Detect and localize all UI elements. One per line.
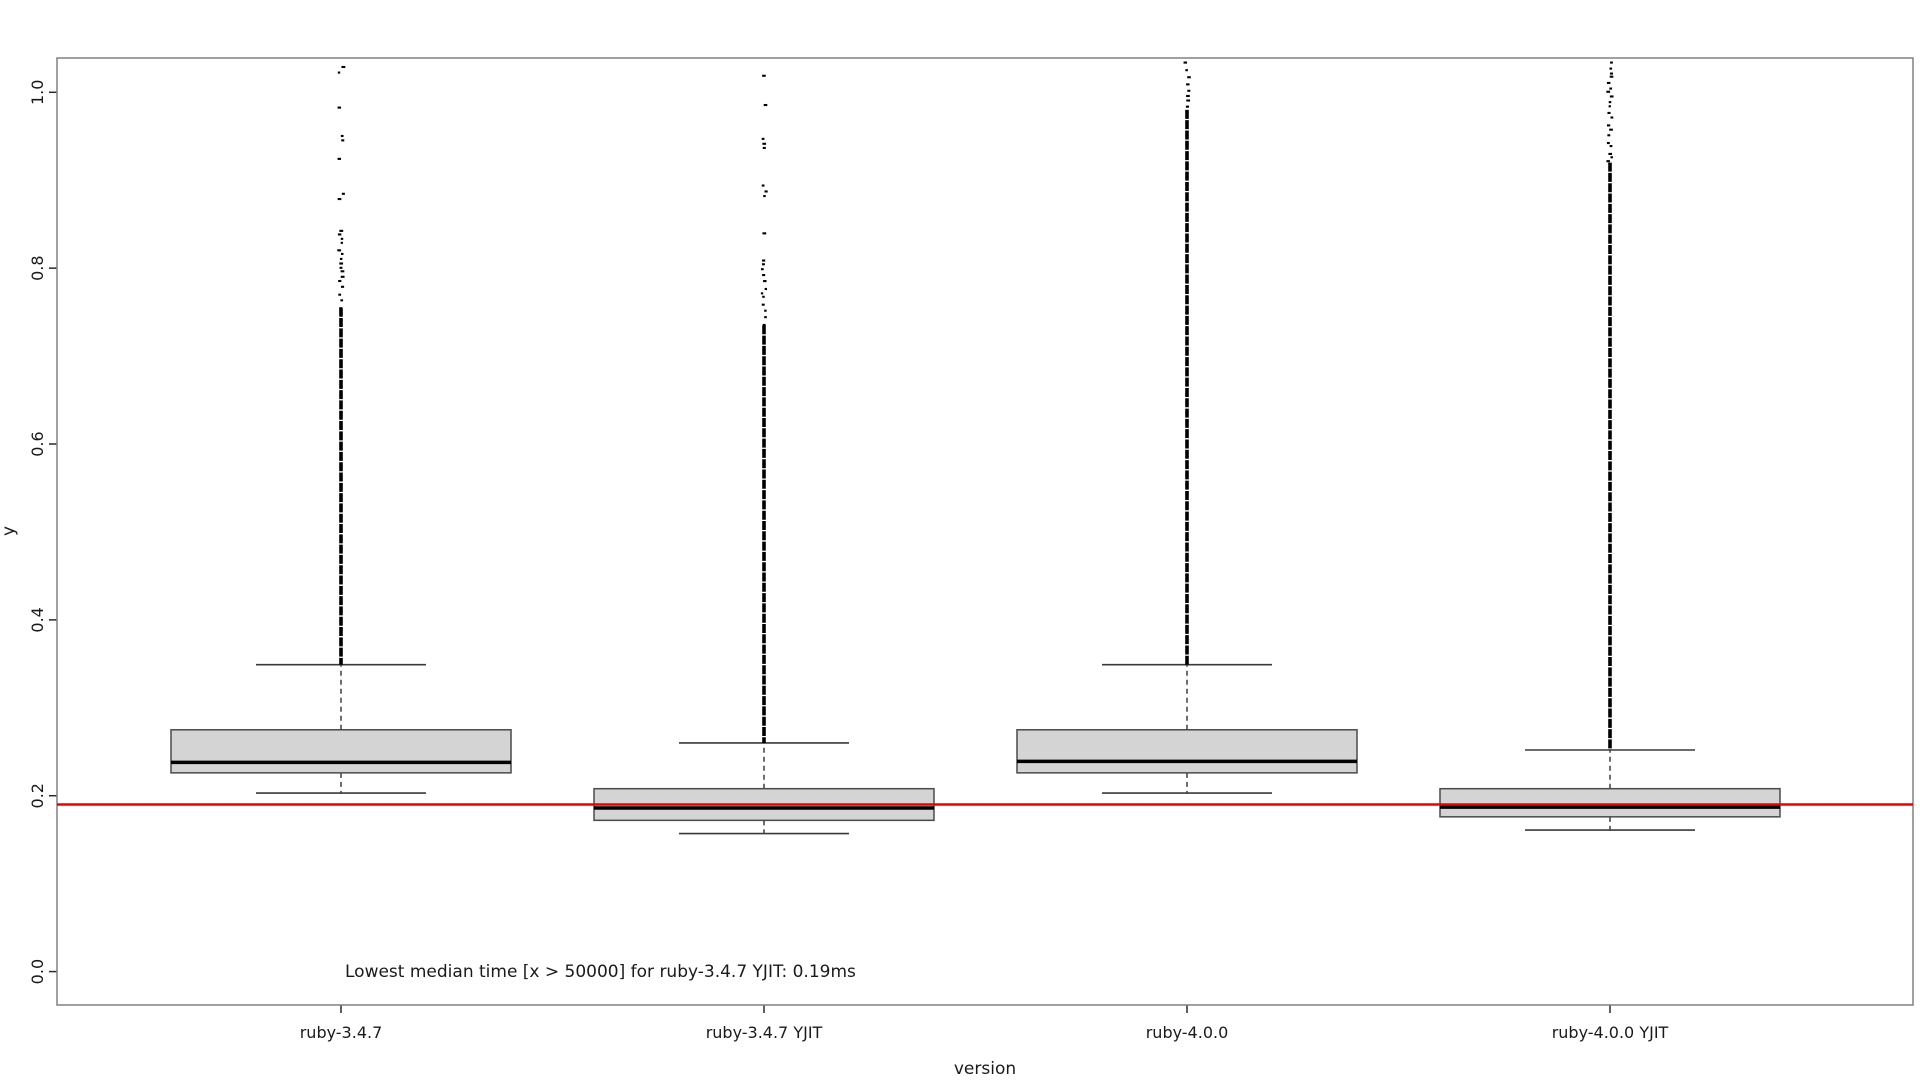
outlier-dot [1609, 67, 1613, 70]
outlier-dot [1610, 61, 1613, 64]
outlier-dot [1606, 160, 1610, 163]
outlier-dot [763, 195, 766, 198]
outlier-dot [1186, 83, 1190, 86]
boxplot-group-3 [1016, 61, 1358, 794]
outlier-dot [1607, 111, 1611, 114]
outlier-dot [337, 249, 342, 252]
outlier-dot [340, 285, 345, 288]
outlier-dot [763, 280, 767, 283]
outlier-dot [761, 263, 765, 266]
box-iqr [1439, 787, 1781, 818]
box-iqr [1016, 729, 1358, 774]
y-tick-label: 0.0 [28, 959, 47, 984]
outlier-dot [1187, 89, 1191, 92]
plot-frame [56, 57, 1914, 1006]
outlier-dot [338, 279, 342, 283]
outlier-dot [337, 106, 342, 109]
annotation-text: Lowest median time [x > 50000] for ruby-… [345, 962, 856, 982]
x-category-label: ruby-4.0.0 YJIT [1552, 1023, 1669, 1042]
outlier-dot [1609, 75, 1614, 78]
outlier-dot [760, 268, 764, 271]
outlier-dot [339, 266, 343, 269]
outlier-dot [1186, 99, 1191, 102]
outlier-dot [761, 184, 765, 187]
box-iqr [170, 729, 512, 774]
outlier-dot [1608, 152, 1613, 155]
outlier-dot [1186, 94, 1190, 98]
outlier-dot [764, 309, 767, 312]
outlier-dot [1608, 105, 1611, 108]
outlier-dot [762, 146, 766, 149]
outlier-dot [340, 237, 344, 240]
outlier-dot [337, 71, 341, 74]
outlier-dot [762, 323, 766, 326]
outlier-dot [1183, 61, 1188, 64]
outlier-dot [340, 134, 344, 138]
outlier-dot [339, 257, 343, 260]
outlier-dot [763, 103, 768, 107]
outlier-dot [1606, 141, 1610, 145]
outlier-dot [764, 190, 768, 193]
x-category-label: ruby-3.4.7 [300, 1023, 383, 1042]
y-tick-label: 0.2 [28, 783, 47, 808]
boxes-group [170, 61, 1781, 835]
outlier-dot [760, 292, 764, 295]
outlier-dot [762, 274, 766, 277]
outlier-dot [1608, 101, 1612, 104]
outlier-dot [340, 252, 344, 255]
outlier-dot [761, 303, 765, 306]
y-tick-label: 1.0 [28, 80, 47, 105]
outlier-dot [764, 287, 767, 291]
outlier-dot [1606, 124, 1611, 127]
outlier-dot [764, 316, 767, 319]
y-tick-label: 0.4 [28, 607, 47, 632]
y-axis-label: y [0, 526, 19, 536]
outlier-dot [339, 262, 344, 265]
x-axis-label: version [954, 1059, 1016, 1079]
outlier-dot [1185, 105, 1190, 108]
x-category-label: ruby-4.0.0 [1146, 1023, 1229, 1042]
boxplot-group-1 [170, 65, 512, 794]
outlier-dot [341, 139, 345, 142]
outlier-dot [762, 259, 766, 262]
axis-ticks-group: 0.0 0.2 0.4 0.6 0.8 1.0 ruby-3.4.7 ruby-3.4.7 Y… [28, 80, 1669, 1042]
outlier-dot [337, 233, 342, 236]
outlier-dot [762, 74, 766, 77]
outlier-dot [340, 241, 343, 244]
outlier-dot [1609, 128, 1613, 131]
outlier-dot [1609, 95, 1614, 98]
outlier-dot [1610, 116, 1614, 119]
outlier-dot [340, 270, 345, 273]
outlier-dot [1185, 69, 1188, 72]
outlier-dot [338, 293, 342, 296]
outlier-dot [341, 192, 345, 195]
outlier-dot [340, 299, 344, 302]
outlier-dot [1187, 76, 1191, 79]
outlier-dot [1610, 156, 1613, 159]
outlier-dot [337, 197, 342, 201]
outlier-dot [339, 307, 343, 310]
outlier-dot [1609, 145, 1613, 148]
outlier-dot [1606, 90, 1611, 93]
boxplot-group-2 [593, 74, 935, 835]
y-tick-label: 0.6 [28, 431, 47, 456]
outlier-dot [762, 295, 765, 298]
outlier-dot [1607, 134, 1611, 137]
outlier-dot [1606, 81, 1611, 84]
outlier-dot [341, 65, 346, 69]
outlier-dot [1609, 72, 1613, 75]
outlier-dot [339, 229, 344, 232]
outlier-dot [340, 275, 345, 278]
boxplot-group-4 [1439, 61, 1781, 831]
outlier-dot [337, 157, 341, 160]
x-category-label: ruby-3.4.7 YJIT [706, 1023, 823, 1042]
outlier-dot [761, 137, 765, 140]
y-tick-label: 0.8 [28, 255, 47, 280]
outlier-dot [1609, 87, 1613, 90]
outlier-dot [762, 142, 767, 145]
outlier-dot [762, 232, 767, 235]
